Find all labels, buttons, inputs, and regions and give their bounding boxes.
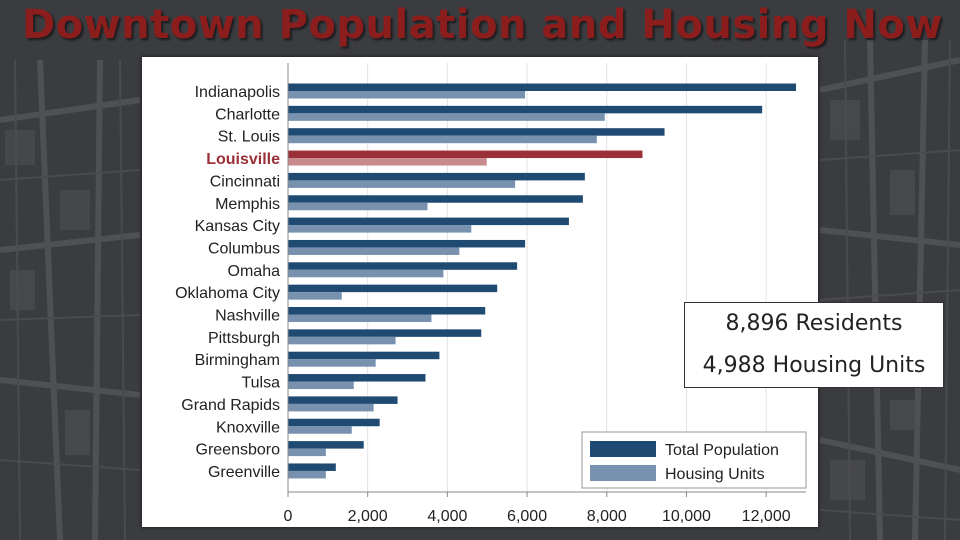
- x-tick-label: 2,000: [348, 508, 388, 525]
- category-label-omaha: Omaha: [228, 263, 281, 280]
- category-label-grand-rapids: Grand Rapids: [181, 397, 280, 414]
- category-label-pittsburgh: Pittsburgh: [208, 330, 280, 347]
- category-label-greensboro: Greensboro: [196, 442, 281, 459]
- legend-swatch-total-population: [590, 441, 656, 457]
- category-label-st-louis: St. Louis: [218, 129, 280, 146]
- bar-housing-units-omaha: [288, 269, 444, 278]
- bar-total-population-louisville: [288, 150, 643, 159]
- x-tick-label: 10,000: [662, 508, 711, 525]
- bar-housing-units-greensboro: [288, 448, 326, 457]
- category-label-knoxville: Knoxville: [216, 419, 280, 436]
- bar-total-population-knoxville: [288, 418, 380, 427]
- bar-housing-units-st-louis: [288, 135, 597, 144]
- bar-housing-units-knoxville: [288, 426, 352, 434]
- bar-total-population-birmingham: [288, 351, 440, 360]
- bar-housing-units-columbus: [288, 247, 460, 255]
- bar-total-population-greensboro: [288, 441, 364, 449]
- callout-housing-units: 4,988 Housing Units: [702, 353, 926, 378]
- x-tick-label: 8,000: [587, 508, 627, 525]
- category-label-layer: Indianapolis Charlotte St. Louis Louisville…: [175, 84, 280, 481]
- x-tick-label: 0: [284, 508, 293, 525]
- axis-layer: 0 2,000 4,000 6,000 8,000 10,000 12,000: [284, 63, 806, 525]
- bar-housing-units-kansas-city: [288, 225, 472, 233]
- bar-total-population-grand-rapids: [288, 396, 398, 404]
- category-label-nashville: Nashville: [215, 308, 280, 325]
- bar-housing-units-birmingham: [288, 359, 376, 367]
- x-tick-label: 6,000: [507, 508, 547, 525]
- category-label-cincinnati: Cincinnati: [210, 173, 280, 190]
- bar-total-population-omaha: [288, 262, 518, 270]
- bar-total-population-columbus: [288, 239, 526, 248]
- bar-housing-units-grand-rapids: [288, 403, 374, 412]
- bar-total-population-greenville: [288, 463, 336, 471]
- category-label-kansas-city: Kansas City: [195, 218, 280, 235]
- bar-layer: [288, 83, 797, 479]
- grid-layer: [287, 63, 767, 492]
- bar-total-population-kansas-city: [288, 217, 569, 226]
- category-label-memphis: Memphis: [215, 196, 280, 213]
- bar-housing-units-tulsa: [288, 381, 354, 390]
- bar-housing-units-memphis: [288, 202, 428, 211]
- bar-total-population-st-louis: [288, 128, 665, 136]
- slide-title: Downtown Population and Housing Now: [22, 2, 943, 48]
- bar-housing-units-oklahoma-city: [288, 292, 342, 300]
- bar-housing-units-pittsburgh: [288, 336, 396, 345]
- legend-label-housing-units: Housing Units: [665, 466, 765, 483]
- bar-chart: Indianapolis Charlotte St. Louis Louisville…: [175, 63, 807, 525]
- callout-residents: 8,896 Residents: [725, 311, 903, 336]
- chart-panel: Indianapolis Charlotte St. Louis Louisville…: [142, 57, 818, 527]
- bar-housing-units-greenville: [288, 470, 326, 479]
- category-label-tulsa: Tulsa: [241, 375, 280, 392]
- bar-total-population-nashville: [288, 307, 486, 315]
- legend-label-total-population: Total Population: [665, 442, 779, 459]
- x-tick-label: 4,000: [427, 508, 467, 525]
- bar-total-population-tulsa: [288, 374, 426, 382]
- bar-housing-units-cincinnati: [288, 180, 516, 188]
- category-label-columbus: Columbus: [208, 240, 280, 257]
- bar-total-population-indianapolis: [288, 83, 797, 91]
- louisville-callout: 8,896 Residents 4,988 Housing Units: [684, 302, 944, 388]
- category-label-birmingham: Birmingham: [195, 352, 280, 369]
- bar-housing-units-nashville: [288, 314, 432, 322]
- category-label-greenville: Greenville: [208, 464, 280, 481]
- category-label-indianapolis: Indianapolis: [195, 84, 280, 101]
- bar-total-population-oklahoma-city: [288, 284, 498, 293]
- category-label-louisville: Louisville: [206, 151, 280, 168]
- bar-housing-units-indianapolis: [288, 91, 526, 99]
- bar-housing-units-louisville: [288, 158, 487, 166]
- category-label-oklahoma-city: Oklahoma City: [175, 285, 280, 302]
- legend-swatch-housing-units: [590, 465, 656, 481]
- bar-total-population-cincinnati: [288, 172, 585, 181]
- chart-legend: Total Population Housing Units: [581, 431, 807, 489]
- bar-total-population-pittsburgh: [288, 329, 482, 337]
- bar-total-population-charlotte: [288, 105, 763, 114]
- bar-total-population-memphis: [288, 195, 583, 203]
- category-label-charlotte: Charlotte: [215, 106, 280, 123]
- x-tick-label: 12,000: [742, 508, 791, 525]
- bar-housing-units-charlotte: [288, 113, 605, 121]
